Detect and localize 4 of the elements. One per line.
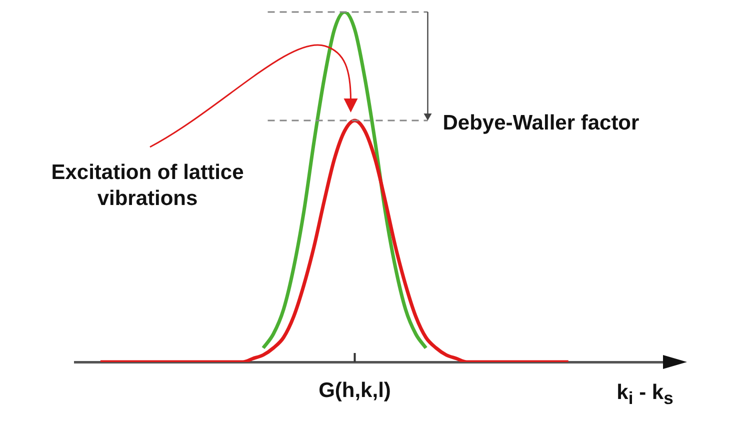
annotation: Excitation of lattice vibrations [50, 160, 245, 212]
x-axis-title: k$_{i}$ - k$_{s}$ [616, 380, 674, 410]
ref-line-label: Debye-Waller factor [442, 111, 640, 134]
text: G(h,k,l) [318, 378, 392, 404]
